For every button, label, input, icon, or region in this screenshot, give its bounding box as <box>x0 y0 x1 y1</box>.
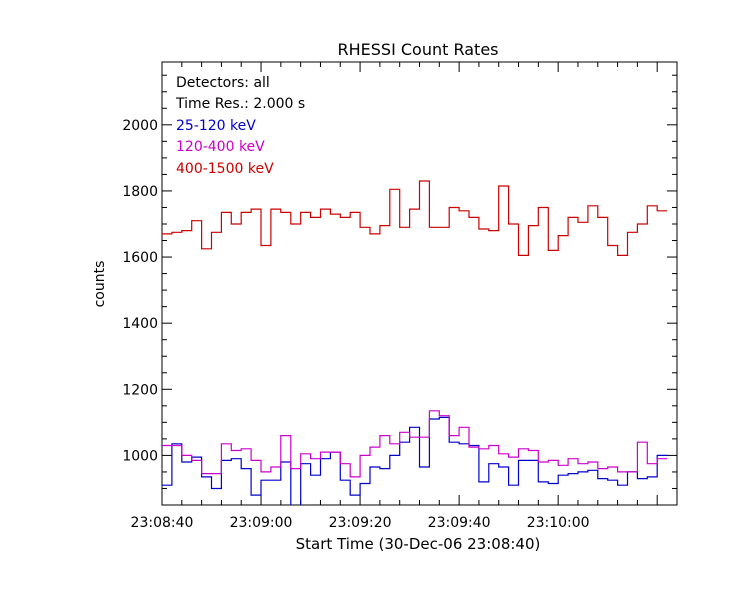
time-res-annotation: Time Res.: 2.000 s <box>175 96 305 112</box>
series-line-3 <box>162 180 668 256</box>
y-axis-label: counts <box>92 261 108 308</box>
x-tick-label: 23:09:00 <box>230 515 293 531</box>
x-tick-label: 23:09:20 <box>329 515 392 531</box>
x-tick-label: 23:10:00 <box>527 515 590 531</box>
x-axis-label: Start Time (30-Dec-06 23:08:40) <box>296 535 541 553</box>
legend-entry-400-1500: 400-1500 keV <box>176 161 274 177</box>
y-tick-label: 2000 <box>122 118 158 134</box>
y-tick-label: 1800 <box>122 184 158 200</box>
x-tick-labels: 23:08:40 23:09:00 23:09:20 23:09:40 23:10:00 <box>131 515 590 531</box>
chart-title: RHESSI Count Rates <box>338 40 499 59</box>
y-tick-label: 1000 <box>122 448 158 464</box>
y-tick-label: 1400 <box>122 316 158 332</box>
series-line-1 <box>162 416 668 505</box>
legend-entry-25-120: 25-120 keV <box>176 118 256 134</box>
y-tick-label: 1600 <box>122 250 158 266</box>
series-layer <box>162 180 668 505</box>
legend-entry-120-400: 120-400 keV <box>176 139 265 155</box>
axis-ticks <box>161 62 678 505</box>
x-tick-label: 23:08:40 <box>131 515 194 531</box>
detectors-annotation: Detectors: all <box>176 75 270 91</box>
y-tick-label: 1200 <box>122 382 158 398</box>
x-tick-label: 23:09:40 <box>428 515 491 531</box>
legend: 25-120 keV 120-400 keV 400-1500 keV <box>176 118 274 177</box>
y-tick-labels: 1000 1200 1400 1600 1800 2000 <box>122 118 158 465</box>
annotations: Detectors: all Time Res.: 2.000 s <box>175 75 305 112</box>
series-line-2 <box>162 410 668 478</box>
